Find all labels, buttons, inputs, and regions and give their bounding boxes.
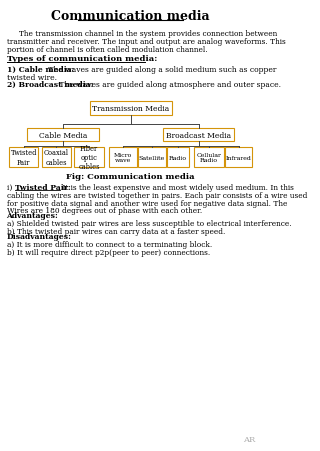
Text: Infrared: Infrared xyxy=(226,155,252,160)
Text: Broadcast Media: Broadcast Media xyxy=(166,131,231,139)
Text: Fiber
optic
cables: Fiber optic cables xyxy=(78,144,100,171)
FancyBboxPatch shape xyxy=(138,147,166,168)
Text: Twisted Pair:: Twisted Pair: xyxy=(15,184,70,192)
FancyBboxPatch shape xyxy=(163,129,235,142)
Text: Radio: Radio xyxy=(169,155,187,160)
Text: i): i) xyxy=(6,184,14,192)
Text: for positive data signal and another wire used for negative data signal. The: for positive data signal and another wir… xyxy=(6,199,287,207)
Text: Cable Media: Cable Media xyxy=(39,131,87,139)
FancyBboxPatch shape xyxy=(225,147,252,168)
Text: twisted wire.: twisted wire. xyxy=(6,74,57,82)
Text: Wires are 180 degrees out of phase with each other.: Wires are 180 degrees out of phase with … xyxy=(6,207,202,215)
FancyBboxPatch shape xyxy=(167,147,189,168)
Text: transmitter and receiver. The input and output are analog waveforms. This: transmitter and receiver. The input and … xyxy=(6,38,285,46)
Text: Transmission Media: Transmission Media xyxy=(92,105,169,113)
Text: Satellite: Satellite xyxy=(139,155,165,160)
Text: Cellular
Radio: Cellular Radio xyxy=(197,152,221,163)
Text: cabling the wires are twisted together in pairs. Each pair consists of a wire us: cabling the wires are twisted together i… xyxy=(6,191,307,199)
Text: Fig: Communication media: Fig: Communication media xyxy=(67,173,195,180)
Text: a) It is more difficult to connect to a terminating block.: a) It is more difficult to connect to a … xyxy=(6,240,212,249)
FancyBboxPatch shape xyxy=(42,147,71,168)
Text: Twisted
Pair: Twisted Pair xyxy=(11,149,37,166)
FancyBboxPatch shape xyxy=(109,147,137,168)
Text: a) Shielded twisted pair wires are less susceptible to electrical interference.: a) Shielded twisted pair wires are less … xyxy=(6,220,291,227)
Text: Micro
wave: Micro wave xyxy=(114,152,132,163)
Text: The waves are guided along a solid medium such as copper: The waves are guided along a solid mediu… xyxy=(46,66,276,74)
Text: Types of communication media:: Types of communication media: xyxy=(6,55,157,63)
Text: It is the least expensive and most widely used medium. In this: It is the least expensive and most widel… xyxy=(60,184,293,192)
Text: b) It will require direct p2p(peer to peer) connections.: b) It will require direct p2p(peer to pe… xyxy=(6,249,210,257)
Text: AR: AR xyxy=(243,435,255,443)
Text: portion of channel is often called modulation channel.: portion of channel is often called modul… xyxy=(6,46,207,54)
Text: The transmission channel in the system provides connection between: The transmission channel in the system p… xyxy=(6,30,277,38)
FancyBboxPatch shape xyxy=(9,147,38,168)
Text: b) This twisted pair wires can carry data at a faster speed.: b) This twisted pair wires can carry dat… xyxy=(6,227,225,235)
Text: Disadvantages:: Disadvantages: xyxy=(6,232,72,240)
Text: Advantages:: Advantages: xyxy=(6,212,59,220)
Text: The waves are guided along atmosphere and outer space.: The waves are guided along atmosphere an… xyxy=(57,81,281,89)
FancyBboxPatch shape xyxy=(74,147,104,168)
Text: Communication media: Communication media xyxy=(52,9,210,23)
FancyBboxPatch shape xyxy=(27,129,99,142)
FancyBboxPatch shape xyxy=(90,102,172,116)
Text: Coaxial
cables: Coaxial cables xyxy=(44,149,69,166)
Text: 1) Cable media:: 1) Cable media: xyxy=(6,66,74,74)
FancyBboxPatch shape xyxy=(195,147,224,168)
Text: 2) Broadcast media:: 2) Broadcast media: xyxy=(6,81,93,89)
